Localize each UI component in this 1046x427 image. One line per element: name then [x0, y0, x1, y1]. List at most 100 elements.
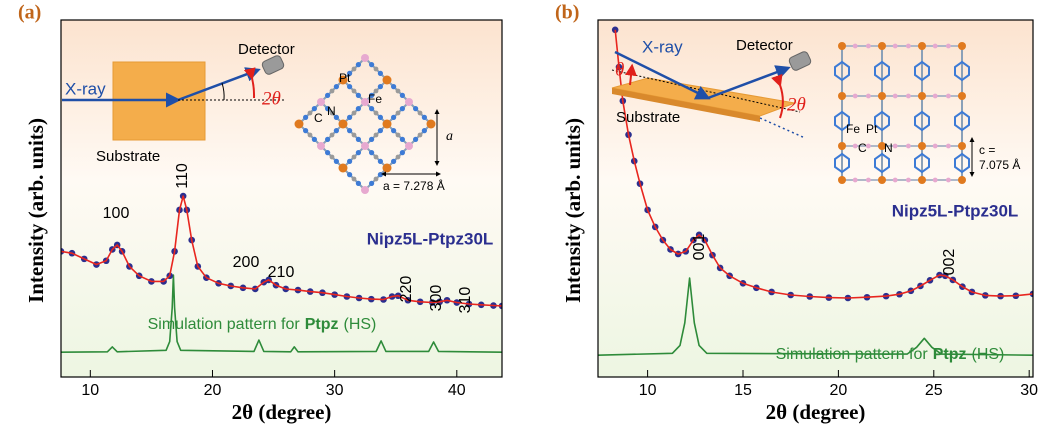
atom: [311, 106, 317, 112]
atom: [338, 163, 348, 173]
atom: [377, 70, 383, 76]
inset-label: Pt: [866, 122, 878, 136]
atom: [333, 128, 339, 134]
atom: [421, 114, 427, 120]
angle-arrow: [625, 63, 637, 86]
atom: [369, 136, 375, 142]
x-tick-label: 25: [925, 382, 943, 399]
line: [61, 195, 502, 307]
atom: [355, 150, 361, 156]
ring: [914, 60, 930, 82]
atom: [399, 150, 405, 156]
ring: [834, 110, 850, 132]
atom: [333, 84, 339, 90]
atom: [932, 43, 938, 49]
atom: [399, 92, 405, 98]
atom: [373, 88, 379, 94]
caption-part: (HS): [971, 346, 1004, 363]
atom: [413, 136, 419, 142]
inset-label: N: [327, 104, 336, 118]
plot-frame: [60, 19, 503, 378]
atom: [918, 142, 926, 150]
atom: [369, 62, 375, 68]
atom: [395, 110, 401, 116]
line: [61, 274, 502, 353]
atom: [351, 132, 357, 138]
atom: [918, 176, 926, 184]
atom: [946, 143, 951, 149]
atom: [382, 119, 392, 129]
atom: [361, 54, 369, 62]
x-tick-label: 10: [81, 382, 99, 399]
atom: [906, 143, 911, 149]
caption-part: Simulation pattern for: [148, 316, 301, 333]
peak-label: 200: [233, 254, 260, 271]
atom: [946, 177, 951, 183]
ring: [874, 60, 890, 82]
atom: [377, 172, 383, 178]
atom: [878, 92, 886, 100]
atom: [347, 70, 353, 76]
inset-label: N: [884, 141, 893, 155]
atom: [377, 84, 383, 90]
atom: [878, 176, 886, 184]
x-axis-label: 2θ (degree): [232, 400, 332, 424]
atom: [317, 98, 325, 106]
atom: [932, 177, 938, 183]
atom: [361, 142, 369, 150]
inset-label: X-ray: [65, 79, 106, 98]
angle-arc: [221, 82, 225, 101]
atom: [892, 143, 898, 149]
atom: [399, 136, 405, 142]
atom: [369, 180, 375, 186]
atom: [325, 150, 331, 156]
atom: [892, 93, 898, 99]
atom: [329, 88, 335, 94]
atom: [303, 128, 309, 134]
x-tick-label: 15: [734, 382, 752, 399]
sample-name: Nipz5L-Ptpz30L: [892, 201, 1019, 220]
atom: [338, 75, 348, 85]
atom: [878, 42, 886, 50]
atom: [347, 172, 353, 178]
atom: [958, 42, 966, 50]
ring: [954, 110, 970, 132]
inset-label: Fe: [846, 122, 860, 136]
atom: [852, 177, 858, 183]
atom: [906, 93, 911, 99]
inset-label: 7.075 Å: [979, 157, 1020, 172]
atom: [325, 136, 331, 142]
atom: [906, 177, 911, 183]
atom: [307, 132, 313, 138]
inset-label: Detector: [736, 37, 793, 54]
caption-part: Ptpz: [305, 316, 339, 333]
inset-label: 2θ: [262, 88, 281, 109]
atom: [892, 43, 898, 49]
atom: [355, 62, 361, 68]
atom: [918, 42, 926, 50]
atom: [878, 142, 886, 150]
atom: [303, 114, 309, 120]
atom: [838, 142, 846, 150]
atom: [932, 93, 938, 99]
inset-label: a = 7.278 Å: [383, 178, 445, 193]
atom: [377, 114, 383, 120]
ring: [834, 152, 850, 174]
plot-background: [598, 20, 1033, 377]
atom: [355, 106, 361, 112]
peak-label: 210: [268, 264, 295, 281]
y-axis-label: Intensity (arb. units): [561, 118, 585, 303]
x-axis-label: 2θ (degree): [766, 400, 866, 424]
atom: [311, 136, 317, 142]
atom: [294, 119, 304, 129]
atom: [329, 132, 335, 138]
atom: [866, 93, 871, 99]
atom: [918, 92, 926, 100]
x-tick-label: 30: [326, 382, 344, 399]
atom: [361, 98, 369, 106]
atom: [838, 176, 846, 184]
inset-label: C: [858, 141, 867, 155]
atom: [946, 43, 951, 49]
atom: [395, 88, 401, 94]
atom: [351, 88, 357, 94]
